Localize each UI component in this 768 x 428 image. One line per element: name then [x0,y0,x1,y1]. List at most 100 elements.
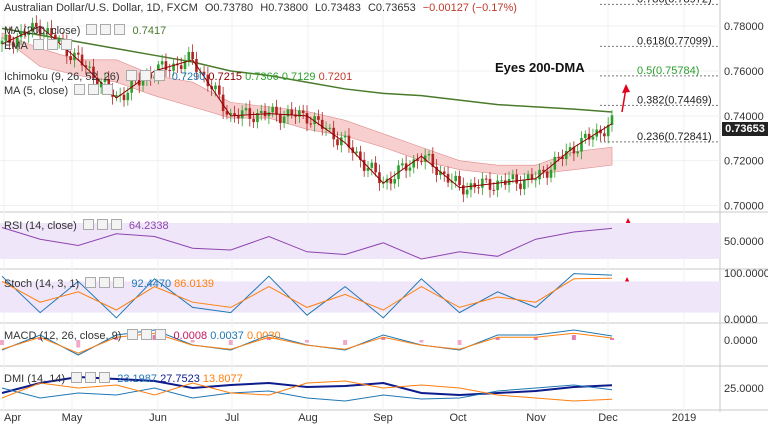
candle-body [408,167,412,171]
x-tick-label: May [62,412,83,424]
y-tick-label: 0.74000 [724,111,764,123]
close-icon[interactable] [114,24,126,35]
macd-histogram-bar [571,335,576,340]
stoch-label: Stoch (14, 3, 1) [4,278,80,290]
candle-body [389,178,393,184]
stoch-d-line [1,277,613,311]
close-value: 0.73653 [375,2,416,14]
eye-icon[interactable] [71,372,83,383]
eye-icon[interactable] [85,277,97,288]
settings-icon[interactable] [85,372,97,383]
symbol-title: Australian Dollar/U.S. Dollar, 1D, FXCM [4,2,198,14]
ma5-label: MA (5, close) [4,85,69,97]
eye-icon[interactable] [86,24,98,35]
dmi-legend[interactable]: DMI (14, 14) 23.1987 27.7523 13.8077 [4,372,243,385]
ma5-legend[interactable]: MA (5, close) [4,84,114,97]
candle-body [172,63,175,71]
stoch-y-tick-label: 0.0000 [724,314,758,326]
close-icon[interactable] [113,277,125,288]
ma200-legend[interactable]: MA (200, close) 0.7417 [4,24,166,37]
candle-body [38,26,42,35]
ema-legend[interactable]: EMA [4,39,73,52]
fib-level-label: 0.618(0.77099) [637,35,712,47]
chart-header: Australian Dollar/U.S. Dollar, 1D, FXCM … [4,2,517,14]
candle-body [279,114,282,124]
close-icon[interactable] [155,329,167,340]
candle-body [240,110,244,119]
x-tick-label: Dec [598,412,618,424]
low-label: L [315,2,322,14]
close-icon[interactable] [110,219,122,230]
close-icon[interactable] [61,39,73,50]
x-tick-label: Jul [225,412,239,424]
stoch-legend[interactable]: Stoch (14, 3, 1) 92.4470 86.0139 [4,277,214,290]
candle-body [54,34,57,42]
candle-body [519,183,522,190]
macd-histogram-bar [266,337,271,340]
close-icon[interactable] [153,70,165,81]
macd-histogram-bar [305,340,309,343]
candle-body [244,108,248,111]
settings-icon[interactable] [88,84,100,95]
x-tick-label: Oct [449,412,466,424]
candle-body [92,66,95,78]
macd-histogram-bar [38,337,43,340]
close-icon[interactable] [99,372,111,383]
settings-icon[interactable] [100,24,112,35]
rsi-legend[interactable]: RSI (14, close) 64.2338 [4,219,169,232]
candle-body [366,167,370,171]
candle-body [542,169,545,172]
candle-body [492,189,496,191]
candle-body [309,123,313,125]
x-tick-label: 2019 [672,412,696,424]
rsi-y-tick-label: 50.0000 [724,236,764,248]
candle-body [42,33,46,35]
candle-body [290,109,294,115]
candle-body [545,171,549,178]
candle-body [584,133,587,139]
eye-icon[interactable] [74,84,86,95]
close-icon[interactable] [102,84,114,95]
x-tick-label: Nov [526,412,546,424]
candle-body [286,109,290,117]
macd-histogram-bar [419,340,424,343]
settings-icon[interactable] [139,70,151,81]
candle-body [115,95,118,97]
candle-body [336,139,339,146]
candle-body [225,111,229,115]
macd-v2: 0.0037 [210,330,244,342]
candle-body [19,31,23,38]
candle-body [221,94,225,112]
ichimoku-cloud [1,32,613,175]
dmi-v3: 13.8077 [202,373,243,385]
eye-icon[interactable] [125,70,137,81]
candle-body [313,116,316,125]
settings-icon[interactable] [99,277,111,288]
eye-icon[interactable] [82,219,94,230]
ichimoku-legend[interactable]: Ichimoku (9, 26, 52, 26) 0.7290 0.7215 0… [4,70,352,83]
open-label: O [204,2,214,14]
candle-body [237,116,240,119]
settings-icon[interactable] [47,39,59,50]
macd-legend[interactable]: MACD (12, 26, close, 9) 0.0008 0.0037 0.… [4,329,281,342]
macd-histogram-bar [152,335,157,340]
candle-body [324,127,328,129]
eye-icon[interactable] [33,39,45,50]
macd-histogram-bar [0,340,4,345]
rsi-label: RSI (14, close) [4,220,77,232]
close-label: C [367,2,376,14]
candle-body [298,110,301,117]
candle-body [439,171,442,176]
settings-icon[interactable] [96,219,108,230]
settings-icon[interactable] [141,329,153,340]
high-value: 0.73800 [268,2,308,14]
candle-body [484,178,488,180]
eye-icon[interactable] [127,329,139,340]
y-tick-label: 0.72000 [724,156,764,168]
candle-body [401,163,404,166]
candle-body [122,94,126,101]
candle-body [442,171,446,174]
dmi-y-tick-label: 25.0000 [724,383,764,395]
candle-body [576,151,579,154]
